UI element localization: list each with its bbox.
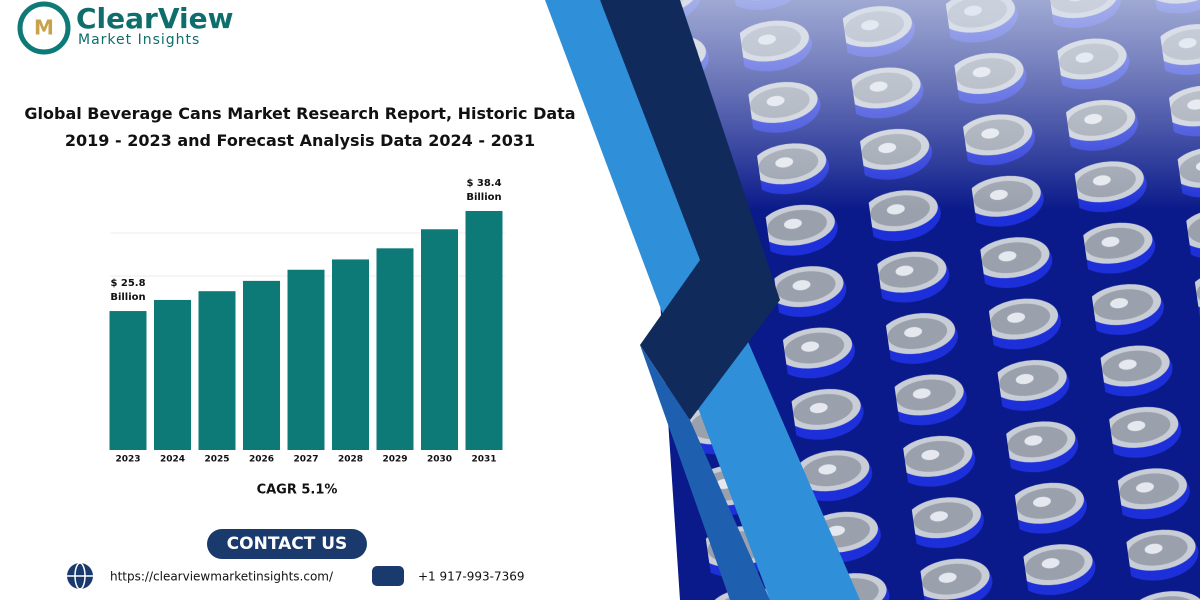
url[interactable]: https://clearviewmarketinsights.com/ xyxy=(110,570,334,584)
stripe-mid xyxy=(640,345,770,600)
bar xyxy=(198,291,236,450)
x-tick-label: 2026 xyxy=(249,455,274,465)
bar xyxy=(109,311,147,450)
chart-title: Global Beverage Cans Market Research Rep… xyxy=(24,104,576,150)
x-tick-label: 2025 xyxy=(204,455,229,465)
title-box: Global Beverage Cans Market Research Rep… xyxy=(24,104,576,150)
bar xyxy=(332,259,369,450)
logo-ring xyxy=(17,1,71,55)
value-label-box: $ 25.8 Billion xyxy=(110,278,146,304)
chart: 2023 $ 25.8 Billion 2024 2025 2026 2027 2028 20… xyxy=(109,178,505,465)
bar xyxy=(421,229,458,450)
logo-mark: M xyxy=(34,16,54,40)
contact-label[interactable]: CONTACT US xyxy=(227,534,348,554)
value-label: $ 38.4 Billion xyxy=(466,178,502,203)
x-tick-label: 2023 xyxy=(115,455,140,465)
contact-button[interactable] xyxy=(207,529,367,559)
bar xyxy=(376,248,414,450)
x-tick-label: 2031 xyxy=(471,455,496,465)
stripe-navy xyxy=(600,0,780,420)
bar xyxy=(465,211,503,450)
bar xyxy=(287,269,325,450)
brand-name: ClearView xyxy=(76,2,233,35)
annotation: CAGR 5.1% xyxy=(257,483,338,498)
x-tick-label: 2027 xyxy=(293,455,318,465)
brand-tagline: Market Insights xyxy=(78,32,200,48)
value-label: $ 25.8 Billion xyxy=(110,278,146,304)
bar xyxy=(243,280,280,450)
phone[interactable]: +1 917-993-7369 xyxy=(418,570,525,584)
x-tick-label: 2030 xyxy=(427,455,452,465)
bar xyxy=(154,299,191,450)
x-tick-label: 2029 xyxy=(382,455,407,465)
x-tick-label: 2024 xyxy=(160,455,185,465)
value-label-box: $ 38.4 Billion xyxy=(466,178,502,203)
x-tick-label: 2028 xyxy=(338,455,363,465)
phone-icon xyxy=(372,566,404,586)
